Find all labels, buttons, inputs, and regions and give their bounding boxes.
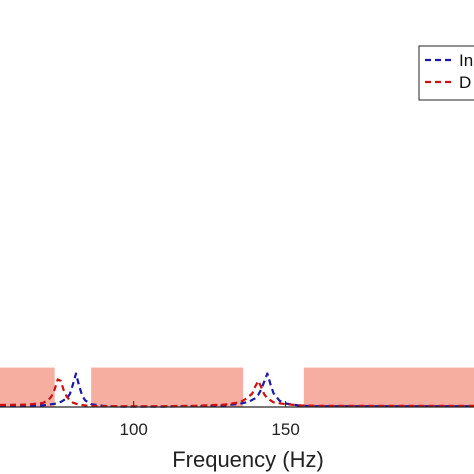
shaded-band-2 (91, 367, 244, 407)
shaded-bands (0, 367, 474, 407)
shaded-band-3 (303, 367, 474, 407)
legend-label-in: In (459, 51, 473, 70)
shaded-band-1 (0, 367, 55, 407)
x-axis-ticks: 100 150 (120, 401, 300, 439)
x-tick-label-150: 150 (271, 420, 299, 439)
x-tick-label-100: 100 (120, 420, 148, 439)
x-axis-label: Frequency (Hz) (172, 447, 324, 472)
legend-entries: In D (425, 51, 473, 92)
legend-label-d: D (459, 73, 471, 92)
legend-box (418, 45, 474, 101)
legend: In D (418, 45, 474, 101)
series-lines (0, 372, 474, 408)
series-line-d (0, 378, 474, 408)
